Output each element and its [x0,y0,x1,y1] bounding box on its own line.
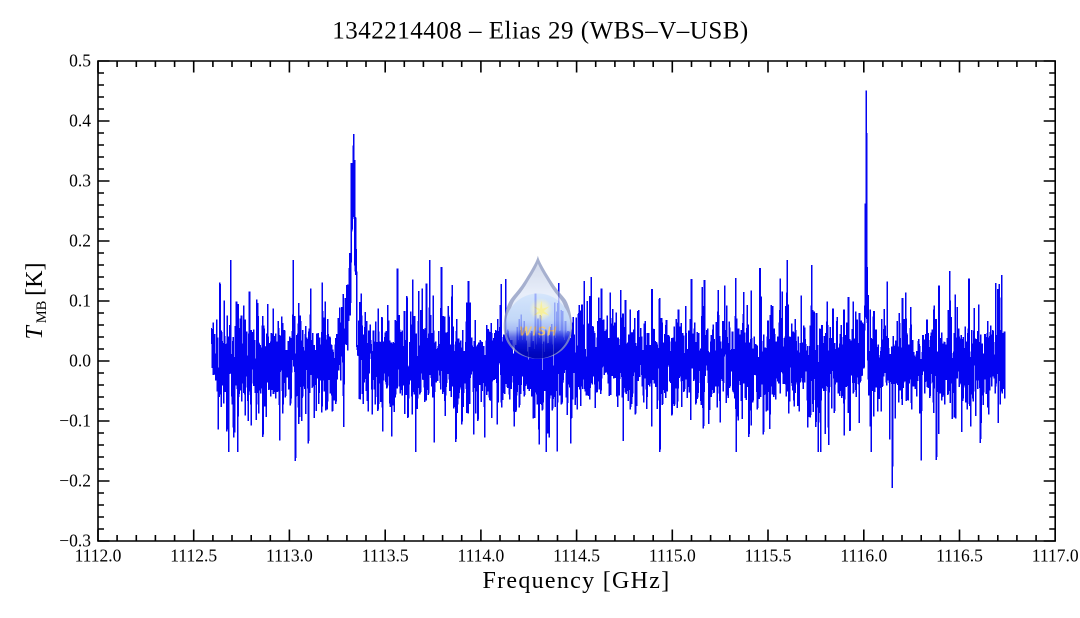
svg-text:1342214408 – Elias 29 (WBS–V–U: 1342214408 – Elias 29 (WBS–V–USB) [332,18,749,45]
svg-text:1114.0: 1114.0 [457,546,504,566]
svg-text:0.2: 0.2 [69,231,91,251]
svg-text:1112.5: 1112.5 [170,546,217,566]
svg-text:1113.5: 1113.5 [362,546,409,566]
svg-text:1112.0: 1112.0 [75,546,122,566]
svg-text:−0.1: −0.1 [59,411,91,431]
svg-text:−0.2: −0.2 [59,471,91,491]
svg-text:0.5: 0.5 [69,51,91,71]
svg-text:Frequency [GHz]: Frequency [GHz] [482,568,670,594]
svg-text:0.4: 0.4 [69,111,91,131]
svg-text:1115.5: 1115.5 [745,546,792,566]
svg-text:1114.5: 1114.5 [553,546,600,566]
svg-text:0.0: 0.0 [69,351,91,371]
svg-text:1116.0: 1116.0 [840,546,887,566]
svg-text:1115.0: 1115.0 [649,546,696,566]
svg-text:1113.0: 1113.0 [266,546,313,566]
svg-text:1117.0: 1117.0 [1032,546,1079,566]
svg-text:−0.3: −0.3 [59,531,91,551]
svg-text:0.3: 0.3 [69,171,91,191]
svg-text:1116.5: 1116.5 [936,546,983,566]
svg-text:T MB [K]: T MB [K] [22,263,50,340]
svg-text:WISH: WISH [519,324,557,338]
svg-text:0.1: 0.1 [69,291,91,311]
